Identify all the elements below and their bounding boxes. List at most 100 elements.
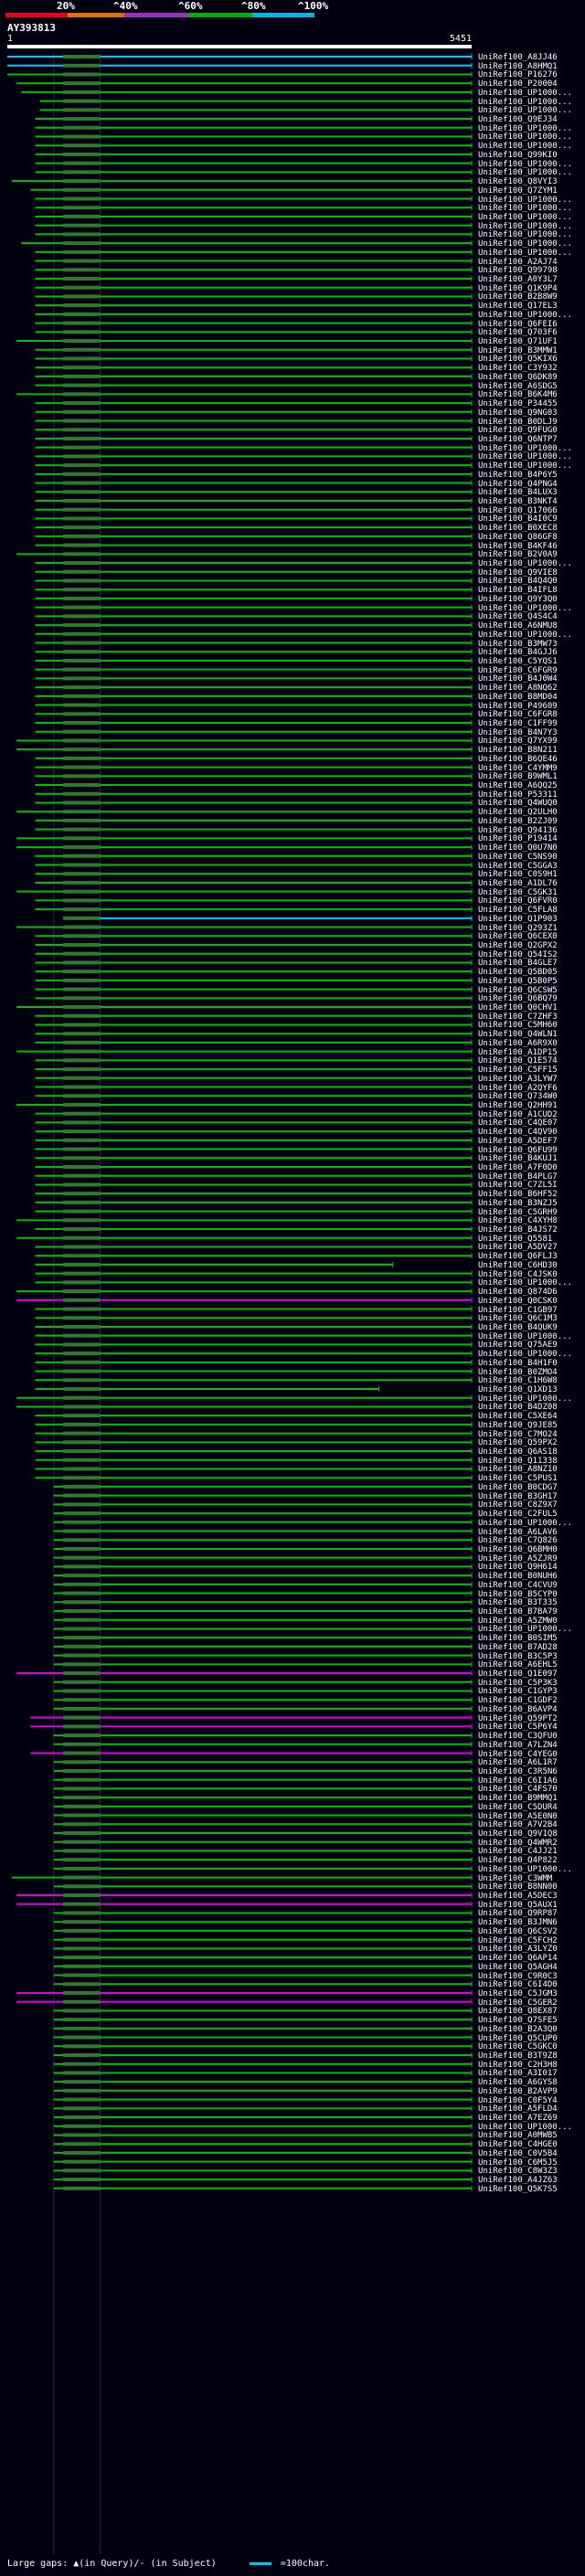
hit-label[interactable]: UniRef100_Q1E574 xyxy=(478,1056,558,1066)
hit-label[interactable]: UniRef100_C7ZHF3 xyxy=(478,1012,558,1022)
hit-label[interactable]: UniRef100_Q5BD05 xyxy=(478,968,558,978)
hit-label[interactable]: UniRef100_B4JS72 xyxy=(478,1225,558,1235)
hit-label[interactable]: UniRef100_P20004 xyxy=(478,80,558,90)
hit-label[interactable]: UniRef100_C6HD30 xyxy=(478,1260,558,1270)
hit-label[interactable]: UniRef100_Q9Y3Q0 xyxy=(478,594,558,604)
hit-label[interactable]: UniRef100_Q2HH91 xyxy=(478,1100,558,1110)
hit-label[interactable]: UniRef100_B6K4M6 xyxy=(478,390,558,400)
hit-label[interactable]: UniRef100_B4GJJ6 xyxy=(478,648,558,658)
hit-label[interactable]: UniRef100_A3LYW7 xyxy=(478,1074,558,1084)
hit-label[interactable]: UniRef100_C4FS70 xyxy=(478,1785,558,1795)
hit-label[interactable]: UniRef100_Q2ULH0 xyxy=(478,808,558,818)
hit-label[interactable]: UniRef100_Q6DK89 xyxy=(478,372,558,382)
hit-label[interactable]: UniRef100_B3MMW1 xyxy=(478,345,558,355)
hit-label[interactable]: UniRef100_UP1000... xyxy=(478,212,572,222)
hit-label[interactable]: UniRef100_B0CDG7 xyxy=(478,1482,558,1492)
hit-label[interactable]: UniRef100_B4I0C9 xyxy=(478,514,558,525)
hit-label[interactable]: UniRef100_A6LAV6 xyxy=(478,1527,558,1537)
hit-label[interactable]: UniRef100_C0V5B4 xyxy=(478,2148,558,2158)
hit-label[interactable]: UniRef100_UP1000... xyxy=(478,168,572,178)
hit-label[interactable]: UniRef100_C6I1A6 xyxy=(478,1776,558,1786)
hit-label[interactable]: UniRef100_A6QQ25 xyxy=(478,781,558,791)
hit-label[interactable]: UniRef100_UP1000... xyxy=(478,1350,572,1360)
hit-label[interactable]: UniRef100_C5PUS1 xyxy=(478,1474,558,1484)
hit-label[interactable]: UniRef100_B8NN00 xyxy=(478,1882,558,1892)
hit-label[interactable]: UniRef100_Q6BMH0 xyxy=(478,1544,558,1554)
hit-label[interactable]: UniRef100_Q5AGH4 xyxy=(478,1962,558,1972)
hit-label[interactable]: UniRef100_Q59PX2 xyxy=(478,1438,558,1448)
hit-label[interactable]: UniRef100_B3GH17 xyxy=(478,1491,558,1501)
hit-label[interactable]: UniRef100_Q17066 xyxy=(478,505,558,515)
hit-label[interactable]: UniRef100_C5GRH9 xyxy=(478,1207,558,1217)
hit-label[interactable]: UniRef100_Q9H614 xyxy=(478,1563,558,1573)
hit-label[interactable]: UniRef100_A4JZ63 xyxy=(478,2176,558,2186)
hit-label[interactable]: UniRef100_A6EHL5 xyxy=(478,1660,558,1670)
hit-label[interactable]: UniRef100_B4KF46 xyxy=(478,541,558,551)
hit-label[interactable]: UniRef100_Q6AS18 xyxy=(478,1447,558,1458)
hit-label[interactable]: UniRef100_Q8VYI3 xyxy=(478,177,558,187)
hit-label[interactable]: UniRef100_Q1P903 xyxy=(478,914,558,924)
hit-label[interactable]: UniRef100_UP1000... xyxy=(478,1394,572,1404)
hit-label[interactable]: UniRef100_C8Z9X7 xyxy=(478,1500,558,1511)
hit-label[interactable]: UniRef100_Q7ZYM1 xyxy=(478,186,558,196)
hit-label[interactable]: UniRef100_C4CVU9 xyxy=(478,1580,558,1590)
hit-label[interactable]: UniRef100_A3LYZ0 xyxy=(478,1945,558,1955)
hit-label[interactable]: UniRef100_A8NZ10 xyxy=(478,1465,558,1475)
hit-label[interactable]: UniRef100_Q6CSW5 xyxy=(478,985,558,995)
hit-label[interactable]: UniRef100_UP1000... xyxy=(478,106,572,116)
hit-label[interactable]: UniRef100_Q9VIE8 xyxy=(478,567,558,578)
hit-label[interactable]: UniRef100_C3QFU0 xyxy=(478,1732,558,1742)
hit-label[interactable]: UniRef100_Q54IS2 xyxy=(478,949,558,959)
hit-label[interactable]: UniRef100_UP1000... xyxy=(478,142,572,152)
hit-label[interactable]: UniRef100_B4IFL8 xyxy=(478,586,558,596)
hit-label[interactable]: UniRef100_C5MH60 xyxy=(478,1021,558,1031)
hit-label[interactable]: UniRef100_B4PLG7 xyxy=(478,1171,558,1182)
hit-label[interactable]: UniRef100_A7LZN4 xyxy=(478,1740,558,1750)
hit-label[interactable]: UniRef100_B2V0A9 xyxy=(478,550,558,560)
hit-label[interactable]: UniRef100_C5FLA8 xyxy=(478,906,558,916)
hit-label[interactable]: UniRef100_B2A3Q0 xyxy=(478,2024,558,2034)
hit-label[interactable]: UniRef100_B3T335 xyxy=(478,1598,558,1608)
hit-label[interactable]: UniRef100_B3T9Z8 xyxy=(478,2051,558,2061)
hit-label[interactable]: UniRef100_UP1000... xyxy=(478,1518,572,1528)
hit-label[interactable]: UniRef100_C8W3Z3 xyxy=(478,2167,558,2177)
hit-label[interactable]: UniRef100_C3R5N6 xyxy=(478,1766,558,1776)
hit-label[interactable]: UniRef100_B9MMQ1 xyxy=(478,1794,558,1804)
hit-label[interactable]: UniRef100_Q0CSK0 xyxy=(478,1296,558,1306)
hit-label[interactable]: UniRef100_C5YQS1 xyxy=(478,656,558,666)
hit-label[interactable]: UniRef100_Q5KIX6 xyxy=(478,355,558,365)
hit-label[interactable]: UniRef100_Q0U7N0 xyxy=(478,843,558,853)
hit-label[interactable]: UniRef100_Q9RP87 xyxy=(478,1909,558,1919)
hit-label[interactable]: UniRef100_C3Y932 xyxy=(478,364,558,374)
hit-label[interactable]: UniRef100_C0S9H1 xyxy=(478,870,558,880)
hit-label[interactable]: UniRef100_UP1000... xyxy=(478,1278,572,1288)
hit-label[interactable]: UniRef100_Q86GF8 xyxy=(478,532,558,542)
hit-label[interactable]: UniRef100_UP1000... xyxy=(478,603,572,613)
hit-label[interactable]: UniRef100_Q2GPX2 xyxy=(478,941,558,950)
hit-label[interactable]: UniRef100_UP1000... xyxy=(478,559,572,569)
hit-label[interactable]: UniRef100_Q5AUX1 xyxy=(478,1900,558,1910)
hit-label[interactable]: UniRef100_UP1000... xyxy=(478,88,572,98)
hit-label[interactable]: UniRef100_A2AJ74 xyxy=(478,257,558,267)
hit-label[interactable]: UniRef100_C0F5Y4 xyxy=(478,2095,558,2105)
hit-label[interactable]: UniRef100_B3NZJ5 xyxy=(478,1198,558,1208)
hit-label[interactable]: UniRef100_B0NUH6 xyxy=(478,1572,558,1582)
hit-label[interactable]: UniRef100_B4KUJ1 xyxy=(478,1154,558,1164)
hit-label[interactable]: UniRef100_B6AVP4 xyxy=(478,1704,558,1714)
hit-label[interactable]: UniRef100_UP1000... xyxy=(478,1625,572,1635)
hit-label[interactable]: UniRef100_P53311 xyxy=(478,790,558,800)
hit-label[interactable]: UniRef100_A5FLD4 xyxy=(478,2104,558,2115)
hit-label[interactable]: UniRef100_C7Q826 xyxy=(478,1536,558,1546)
hit-label[interactable]: UniRef100_P49609 xyxy=(478,701,558,711)
hit-label[interactable]: UniRef100_UP1000... xyxy=(478,123,572,133)
hit-label[interactable]: UniRef100_Q9V1Q8 xyxy=(478,1829,558,1839)
hit-label[interactable]: UniRef100_Q8EX87 xyxy=(478,2007,558,2017)
hit-label[interactable]: UniRef100_Q703F6 xyxy=(478,328,558,338)
hit-label[interactable]: UniRef100_P34455 xyxy=(478,399,558,409)
hit-label[interactable]: UniRef100_C6FGR9 xyxy=(478,665,558,675)
hit-label[interactable]: UniRef100_UP1000... xyxy=(478,221,572,231)
hit-label[interactable]: UniRef100_C2FUL5 xyxy=(478,1510,558,1520)
hit-label[interactable]: UniRef100_Q1XD13 xyxy=(478,1385,558,1394)
hit-label[interactable]: UniRef100_Q75AE9 xyxy=(478,1341,558,1351)
hit-label[interactable]: UniRef100_C4QE07 xyxy=(478,1118,558,1129)
